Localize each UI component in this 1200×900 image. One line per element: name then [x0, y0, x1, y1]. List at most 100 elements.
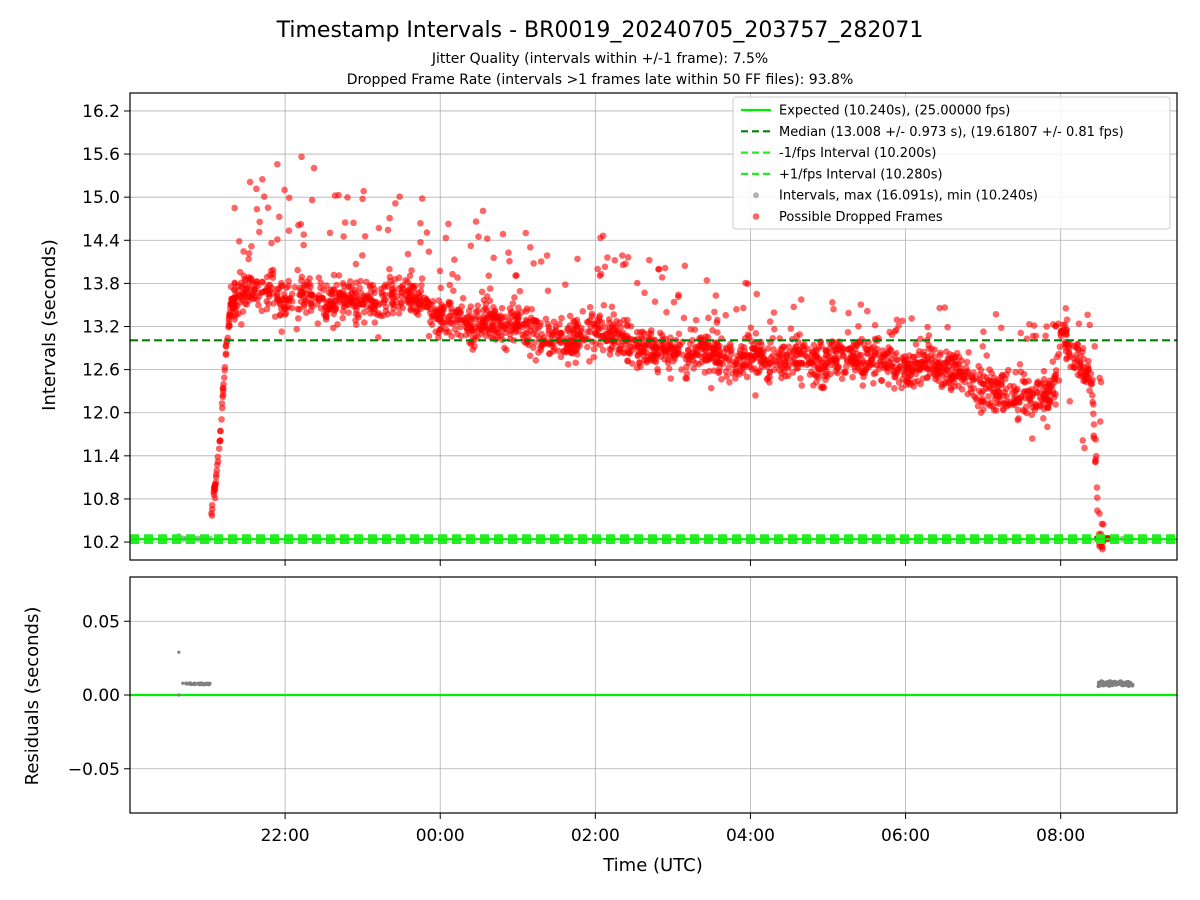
- dropped-frame-point: [296, 306, 303, 313]
- dropped-frame-point: [423, 229, 431, 236]
- dropped-frame-point: [941, 379, 949, 386]
- dropped-frame-point: [265, 290, 273, 297]
- dropped-frame-point: [538, 341, 545, 349]
- dropped-frame-point: [526, 352, 534, 360]
- residual-point: [177, 693, 181, 697]
- dropped-frame-point: [970, 392, 978, 400]
- dropped-frame-point: [514, 313, 521, 320]
- dropped-frame-point: [426, 309, 434, 316]
- dropped-frame-point: [404, 250, 412, 258]
- dropped-frame-point: [381, 291, 389, 299]
- dropped-frame-point: [879, 347, 887, 354]
- dropped-frame-point: [300, 241, 307, 249]
- dropped-frame-point: [326, 229, 334, 237]
- dropped-frame-point: [977, 409, 985, 416]
- dropped-frame-point: [467, 340, 475, 348]
- dropped-frame-point: [1094, 507, 1101, 514]
- dropped-frame-point: [352, 310, 360, 318]
- dropped-frame-point: [573, 316, 581, 324]
- dropped-frame-point: [285, 277, 292, 285]
- dropped-frame-point: [761, 361, 769, 369]
- dropped-frame-point: [377, 285, 385, 293]
- dropped-frame-point: [530, 260, 537, 267]
- dropped-frame-point: [269, 274, 277, 282]
- dropped-frame-point: [726, 340, 734, 348]
- dropped-frame-point: [915, 366, 923, 374]
- dropped-frame-point: [1070, 364, 1078, 371]
- top-y-axis-label: Intervals (seconds): [39, 239, 60, 411]
- dropped-frame-point: [834, 345, 841, 353]
- dropped-frame-point: [980, 397, 987, 405]
- dropped-frame-point: [384, 310, 391, 318]
- dropped-frame-point: [255, 228, 263, 236]
- dropped-frame-point: [737, 367, 744, 374]
- dropped-frame-point: [417, 297, 424, 304]
- dropped-frame-point: [340, 303, 347, 311]
- dropped-frame-point: [1021, 378, 1028, 386]
- dropped-frame-point: [1090, 410, 1097, 418]
- dropped-frame-point: [533, 331, 540, 339]
- dropped-frame-point: [829, 299, 836, 306]
- dropped-frame-point: [995, 392, 1003, 399]
- dropped-frame-point: [308, 196, 316, 204]
- dropped-frame-point: [1087, 380, 1095, 388]
- dropped-frame-point: [335, 272, 343, 279]
- dropped-frame-point: [564, 360, 572, 368]
- dropped-frame-point: [801, 341, 808, 348]
- dropped-frame-point: [390, 305, 397, 312]
- dropped-frame-point: [1017, 368, 1025, 376]
- dropped-frame-point: [363, 278, 370, 286]
- dropped-frame-point: [487, 333, 495, 341]
- dropped-frame-point: [625, 348, 633, 356]
- dropped-frame-point: [986, 402, 994, 409]
- dropped-frame-point: [926, 370, 934, 377]
- dropped-frame-point: [483, 235, 491, 242]
- dropped-frame-point: [608, 303, 616, 311]
- dropped-frame-point: [445, 316, 452, 324]
- dropped-frame-point: [1082, 375, 1090, 383]
- dropped-frame-point: [344, 194, 351, 201]
- residual-point: [1110, 683, 1115, 688]
- dropped-frame-point: [270, 300, 277, 307]
- dropped-frame-point: [260, 193, 268, 200]
- dropped-frame-point: [351, 301, 358, 309]
- dropped-frame-point: [552, 323, 560, 331]
- dropped-frame-point: [997, 324, 1005, 332]
- dropped-frame-point: [519, 331, 527, 338]
- dropped-frame-point: [361, 319, 368, 326]
- dropped-frame-point: [683, 363, 690, 371]
- dropped-frame-point: [448, 333, 455, 340]
- dropped-frame-point: [590, 345, 598, 353]
- dropped-frame-point: [425, 248, 433, 255]
- dropped-frame-point: [810, 341, 818, 349]
- dropped-frame-point: [454, 306, 462, 314]
- bottom-x-tick-label: 04:00: [726, 826, 775, 846]
- dropped-frame-point: [994, 376, 1002, 384]
- dropped-frame-point: [285, 295, 293, 303]
- top-y-tick-label: 13.2: [82, 318, 120, 338]
- dropped-frame-point: [435, 334, 442, 341]
- dropped-frame-point: [834, 369, 841, 377]
- dropped-frame-point: [877, 362, 884, 369]
- dropped-frame-point: [935, 358, 943, 365]
- dropped-frame-point: [944, 323, 951, 331]
- dropped-frame-point: [275, 213, 283, 221]
- dropped-frame-point: [643, 348, 650, 356]
- dropped-frame-point: [216, 427, 224, 435]
- dropped-frame-point: [353, 292, 360, 300]
- dropped-frame-point: [520, 320, 528, 328]
- dropped-frame-point: [516, 287, 524, 295]
- dropped-frame-point: [790, 360, 798, 368]
- dropped-frame-point: [862, 345, 869, 352]
- dropped-frame-point: [265, 281, 273, 289]
- dropped-frame-point: [414, 311, 422, 318]
- dropped-frame-point: [1055, 377, 1063, 384]
- dropped-frame-point: [1084, 365, 1092, 372]
- dropped-frame-point: [478, 288, 486, 296]
- dropped-frame-point: [212, 473, 220, 481]
- dropped-frame-point: [298, 153, 305, 161]
- dropped-frame-point: [1043, 323, 1050, 330]
- dropped-frame-point: [890, 369, 898, 377]
- dropped-frame-point: [771, 325, 778, 333]
- dropped-frame-point: [258, 288, 266, 296]
